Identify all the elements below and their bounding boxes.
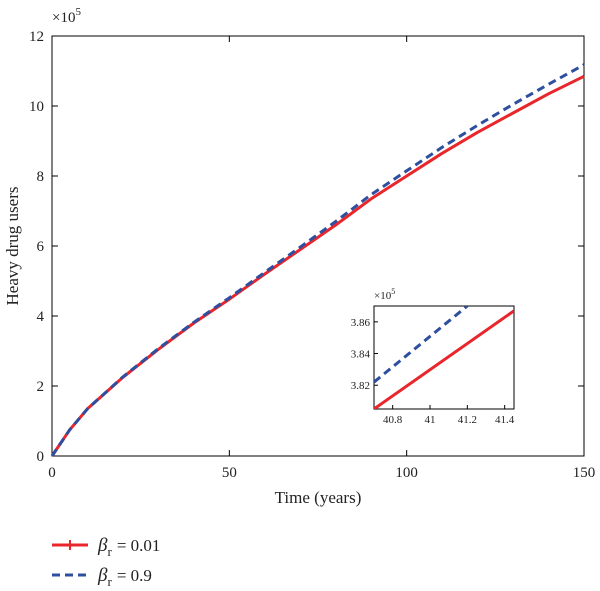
y-tick-label: 8: [37, 169, 45, 185]
x-tick-label: 50: [222, 465, 237, 481]
inset-series-line-1: [374, 309, 514, 409]
series-lines: [50, 63, 585, 457]
x-tick-label: 100: [395, 465, 418, 481]
y-tick-label: 10: [29, 99, 44, 115]
inset-y-tick-label: 3.84: [351, 349, 371, 361]
inset-y-tick-label: 3.86: [351, 317, 371, 329]
legend-label-series-2: βr = 0.9: [97, 565, 152, 589]
x-tick-label: 150: [573, 465, 596, 481]
x-tick-label: 0: [48, 465, 56, 481]
y-axis-title: Heavy drug users: [3, 187, 22, 306]
y-tick-label: 4: [37, 309, 45, 325]
inset-chart: ×105 40.8 41 41.2 41.4 3.82 3.84 3.86: [351, 287, 515, 426]
inset-x-tick-label: 41: [425, 414, 436, 426]
inset-y-tick-label: 3.82: [351, 380, 370, 392]
legend-label-series-1: βr = 0.01: [97, 535, 160, 559]
y-tick-label: 2: [37, 379, 45, 395]
y-multiplier: ×105: [52, 6, 81, 26]
y-tick-label: 12: [29, 29, 44, 45]
legend-item-series-2: βr = 0.9: [52, 565, 152, 589]
inset-y-multiplier: ×105: [374, 287, 395, 302]
axis-ticks: 0 50 100 150 0 2 4 6 8 10 12: [29, 29, 595, 481]
series-line-2: [50, 63, 585, 457]
y-tick-label: 0: [37, 449, 45, 465]
y-tick-label: 6: [37, 239, 45, 255]
inset-x-tick-label: 41.2: [458, 414, 477, 426]
inset-ticks: 40.8 41 41.2 41.4 3.82 3.84 3.86: [351, 317, 515, 426]
inset-x-tick-label: 40.8: [383, 414, 403, 426]
legend-item-series-1: βr = 0.01: [52, 535, 160, 559]
x-axis-title: Time (years): [275, 488, 362, 507]
legend: βr = 0.01 βr = 0.9: [52, 535, 160, 589]
inset-series-line-2: [374, 306, 469, 384]
inset-x-tick-label: 41.4: [495, 414, 515, 426]
series-line-1: [50, 74, 585, 457]
inset-series-lines: [374, 306, 514, 409]
